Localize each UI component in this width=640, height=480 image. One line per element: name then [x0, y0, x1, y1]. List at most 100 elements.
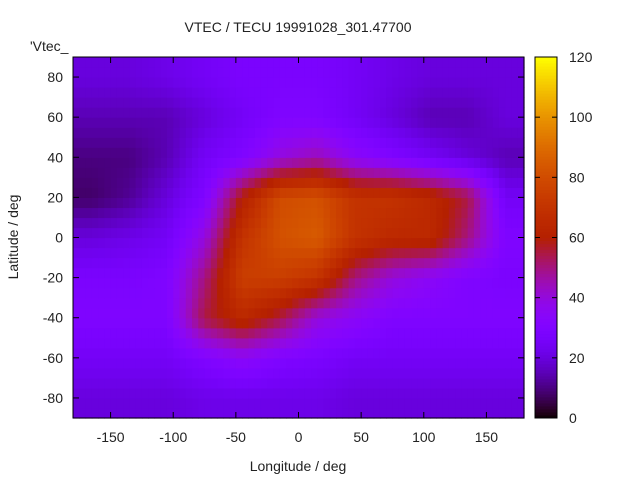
heatmap-cell: [267, 137, 275, 148]
heatmap-cell: [517, 117, 525, 128]
heatmap-cell: [354, 197, 362, 209]
heatmap-cell: [260, 317, 268, 329]
heatmap-cell: [511, 167, 519, 178]
heatmap-cell: [229, 357, 237, 369]
heatmap-cell: [235, 407, 243, 419]
heatmap-cell: [467, 177, 475, 188]
heatmap-cell: [110, 147, 118, 158]
heatmap-cell: [160, 327, 168, 339]
heatmap-cell: [110, 127, 118, 138]
heatmap-cell: [116, 387, 124, 399]
heatmap-cell: [436, 267, 444, 279]
heatmap-cell: [461, 287, 469, 299]
heatmap-cell: [179, 127, 187, 138]
heatmap-cell: [166, 207, 174, 219]
colorbar-segment: [535, 318, 557, 323]
heatmap-cell: [298, 147, 306, 158]
heatmap-cell: [254, 327, 262, 339]
heatmap-cell: [198, 387, 206, 399]
colorbar-segment: [535, 126, 557, 130]
heatmap-cell: [379, 377, 387, 389]
heatmap-cell: [210, 407, 218, 419]
heatmap-cell: [404, 157, 412, 168]
heatmap-cell: [273, 117, 281, 128]
heatmap-cell: [304, 77, 312, 88]
heatmap-cell: [173, 57, 181, 68]
heatmap-cell: [267, 107, 275, 118]
heatmap-cell: [329, 287, 337, 299]
heatmap-cell: [292, 217, 300, 229]
heatmap-cell: [329, 77, 337, 88]
heatmap-cell: [204, 307, 212, 319]
heatmap-cell: [411, 137, 419, 148]
heatmap-cell: [423, 137, 431, 148]
heatmap-cell: [110, 117, 118, 128]
heatmap-cell: [273, 257, 281, 269]
heatmap-cell: [210, 277, 218, 289]
heatmap-cell: [248, 407, 256, 419]
heatmap-cell: [285, 107, 293, 118]
heatmap-cell: [285, 167, 293, 178]
heatmap-cell: [248, 257, 256, 269]
colorbar-segment: [535, 132, 557, 136]
heatmap-cell: [298, 107, 306, 118]
heatmap-cell: [116, 187, 124, 198]
heatmap-cell: [492, 247, 500, 259]
colorbar-segment: [535, 354, 557, 359]
heatmap-cell: [298, 347, 306, 359]
heatmap-cell: [467, 227, 475, 239]
heatmap-cell: [198, 87, 206, 98]
heatmap-cell: [486, 57, 494, 68]
heatmap-cell: [361, 387, 369, 399]
heatmap-cell: [85, 247, 93, 259]
heatmap-cell: [423, 57, 431, 68]
heatmap-cell: [448, 97, 456, 108]
heatmap-cell: [467, 317, 475, 329]
heatmap-cell: [141, 297, 149, 309]
heatmap-cell: [455, 347, 462, 359]
colorbar-segment: [535, 111, 557, 115]
heatmap-cell: [292, 247, 300, 259]
heatmap-cell: [116, 347, 124, 359]
colorbar-segment: [535, 63, 557, 67]
heatmap-cell: [116, 237, 124, 249]
heatmap-cell: [342, 307, 350, 319]
heatmap-cell: [430, 247, 437, 259]
heatmap-cell: [336, 387, 343, 399]
heatmap-cell: [404, 217, 412, 229]
heatmap-cell: [361, 317, 369, 329]
heatmap-cell: [423, 307, 431, 319]
heatmap-cell: [235, 127, 243, 138]
heatmap-cell: [173, 157, 181, 168]
heatmap-cell: [423, 367, 431, 379]
heatmap-cell: [135, 317, 143, 329]
heatmap-cell: [298, 267, 306, 279]
colorbar-segment: [535, 195, 557, 199]
heatmap-cell: [498, 57, 506, 68]
heatmap-cell: [179, 97, 187, 108]
heatmap-cell: [367, 357, 375, 369]
heatmap-cell: [148, 297, 156, 309]
heatmap-cell: [198, 197, 206, 209]
heatmap-cell: [267, 247, 275, 259]
heatmap-cell: [404, 237, 412, 249]
colorbar-segment: [535, 168, 557, 172]
heatmap-cell: [116, 227, 124, 239]
heatmap-cell: [486, 277, 494, 289]
heatmap-cell: [442, 137, 450, 148]
heatmap-cell: [260, 407, 268, 419]
heatmap-cell: [148, 317, 156, 329]
heatmap-cell: [254, 207, 262, 219]
heatmap-cell: [79, 57, 87, 68]
heatmap-cell: [123, 317, 130, 329]
heatmap-cell: [104, 77, 112, 88]
heatmap-cell: [298, 407, 306, 419]
heatmap-cell: [204, 167, 212, 178]
heatmap-cell: [179, 147, 187, 158]
heatmap-cell: [273, 107, 281, 118]
heatmap-cell: [85, 307, 93, 319]
heatmap-cell: [141, 347, 149, 359]
heatmap-cell: [223, 127, 231, 138]
heatmap-cell: [336, 127, 343, 138]
heatmap-cell: [386, 227, 394, 239]
